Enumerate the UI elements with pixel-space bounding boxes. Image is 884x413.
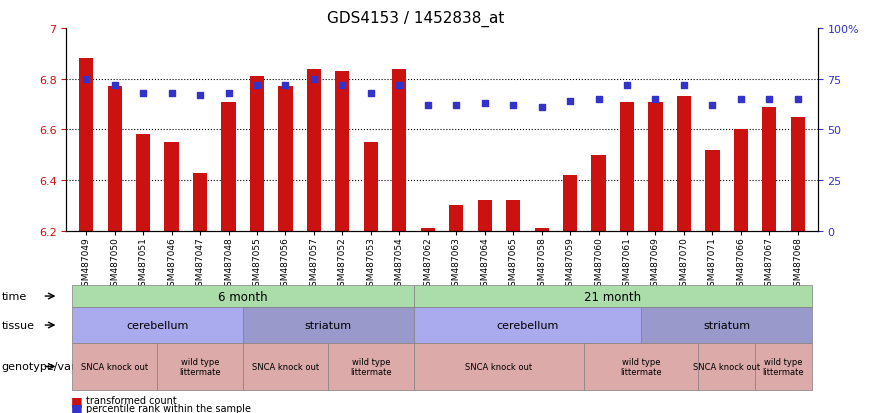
Text: SNCA knock out: SNCA knock out [252,362,319,371]
Text: striatum: striatum [305,320,352,330]
Text: wild type
littermate: wild type littermate [621,357,662,376]
Text: striatum: striatum [703,320,751,330]
Bar [677,97,691,231]
Point [449,102,463,109]
Bar [563,176,577,231]
Point [136,90,150,97]
Bar [250,77,264,231]
Text: SNCA knock out: SNCA knock out [81,362,149,371]
Bar [506,201,521,231]
Bar [278,87,293,231]
Text: wild type
littermate: wild type littermate [350,357,392,376]
Point [648,97,662,103]
Point [563,98,577,105]
Bar [620,102,634,231]
Text: cerebellum: cerebellum [496,320,559,330]
Point [108,82,122,89]
Point [335,82,349,89]
Text: percentile rank within the sample: percentile rank within the sample [86,403,251,413]
Bar [734,130,748,231]
Point [307,76,321,83]
Bar [335,72,349,231]
Bar [648,102,663,231]
Text: SNCA knock out: SNCA knock out [465,362,532,371]
Point [193,93,207,99]
Point [164,90,179,97]
Point [364,90,378,97]
Text: GDS4153 / 1452838_at: GDS4153 / 1452838_at [327,10,505,26]
Point [477,100,492,107]
Bar [477,201,492,231]
Text: SNCA knock out: SNCA knock out [693,362,760,371]
Point [535,104,549,111]
Bar [136,135,150,231]
Text: time: time [2,291,27,301]
Bar [363,143,378,231]
Bar [221,102,236,231]
Bar [108,87,122,231]
Point [620,82,634,89]
Bar [705,150,720,231]
Bar [79,59,94,231]
Point [392,82,407,89]
Bar [591,155,606,231]
Text: cerebellum: cerebellum [126,320,188,330]
Bar [193,173,207,231]
Point [790,97,804,103]
Bar [535,229,549,231]
Bar [449,206,463,231]
Text: ■: ■ [71,394,82,407]
Bar [307,69,321,231]
Text: wild type
littermate: wild type littermate [763,357,804,376]
Point [677,82,691,89]
Text: transformed count: transformed count [86,395,177,405]
Point [80,76,94,83]
Bar [164,143,179,231]
Bar [392,69,407,231]
Point [250,82,264,89]
Text: 21 month: 21 month [584,290,641,303]
Text: ■: ■ [71,401,82,413]
Text: tissue: tissue [2,320,34,330]
Text: wild type
littermate: wild type littermate [179,357,221,376]
Point [421,102,435,109]
Bar [421,229,435,231]
Point [705,102,720,109]
Bar [790,117,805,231]
Point [591,97,606,103]
Text: 6 month: 6 month [218,290,268,303]
Text: genotype/variation: genotype/variation [2,361,108,372]
Point [222,90,236,97]
Point [278,82,293,89]
Point [734,97,748,103]
Point [506,102,520,109]
Bar [762,107,776,231]
Point [762,97,776,103]
